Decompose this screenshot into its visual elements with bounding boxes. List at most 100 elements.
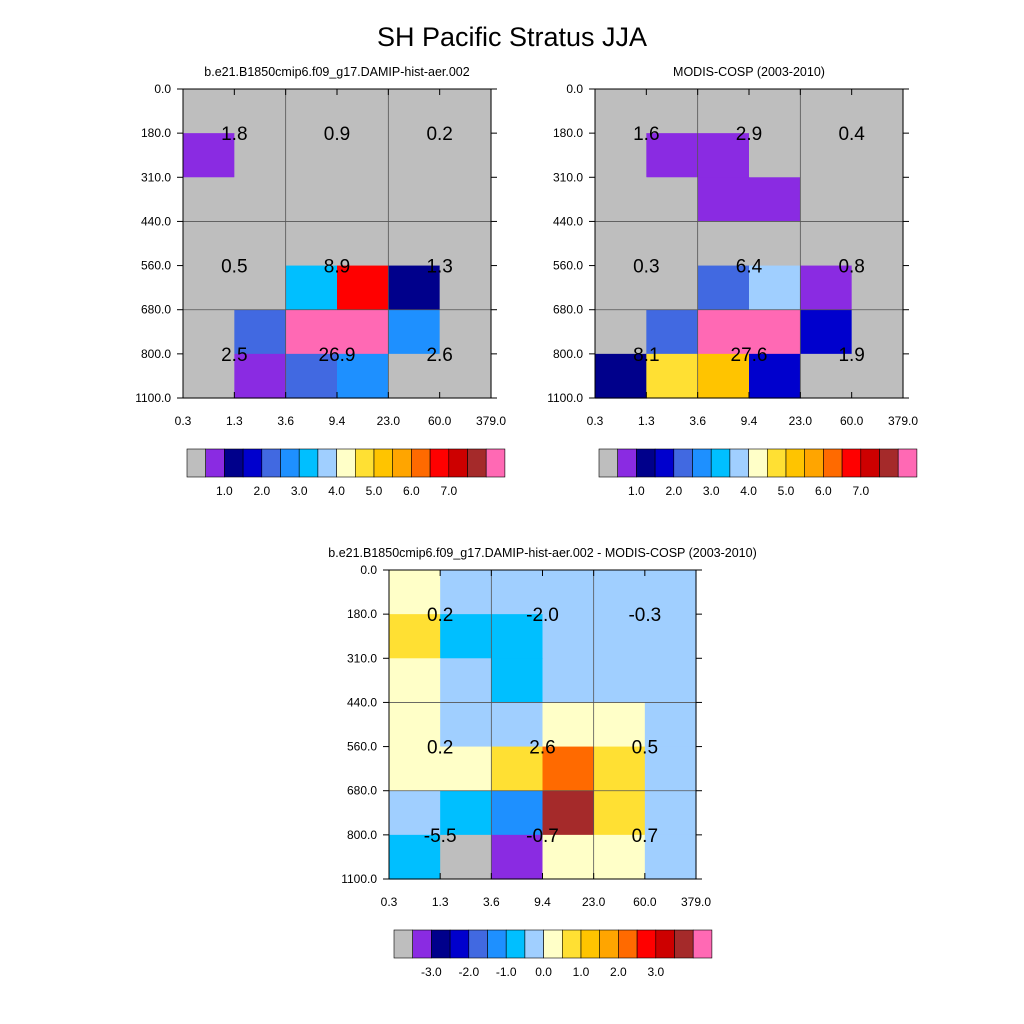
colorbar-swatch [561,929,582,959]
cell-value-label: 0.8 [838,257,864,278]
heatmap-cell [440,746,492,792]
colorbar-swatch [412,929,432,959]
heatmap-cell [491,834,544,880]
cell-value-label: 0.5 [632,738,658,759]
heatmap-cell [389,614,441,659]
colorbar-swatch [636,448,656,478]
heatmap-cell [285,89,338,134]
cell-value-label: 6.4 [736,257,763,278]
colorbar: 1.0 2.0 3.0 4.0 5.0 6.0 7.0 [598,448,918,498]
heatmap-cell [388,353,441,399]
heatmap-cell [389,790,441,836]
colorbar-label: 3.0 [703,484,720,498]
heatmap-cell [440,658,492,704]
heatmap-cell [697,265,750,311]
y-tick-label: 680.0 [553,303,583,317]
heatmap-cell [337,353,389,399]
x-tick-label: 0.3 [381,895,398,909]
heatmap-cell [646,177,699,223]
heatmap-cell [697,221,750,267]
heatmap-cell [749,177,801,223]
heatmap-cell [595,177,647,223]
colorbar-swatch [748,448,768,478]
y-tick-label: 310.0 [553,170,583,184]
y-tick-label: 800.0 [347,828,377,842]
x-tick-label: 9.4 [741,414,758,428]
heatmap-cell [593,790,646,836]
x-tick-label: 23.0 [582,895,606,909]
colorbar-swatch [505,929,526,959]
colorbar-swatch [823,448,843,478]
cell-value-label: 0.2 [427,605,453,626]
colorbar-swatch [205,448,225,478]
heatmap-cell [697,309,750,355]
colorbar-label: 1.0 [628,484,645,498]
colorbar-swatch [729,448,749,478]
colorbar-label: 4.0 [740,484,757,498]
x-tick-label: 0.3 [587,414,604,428]
heatmap-cell [644,702,697,748]
heatmap-cell [439,221,492,267]
figure-title: SH Pacific Stratus JJA [377,22,647,52]
y-tick-label: 0.0 [566,82,583,96]
heatmap-cell [542,746,595,792]
colorbar-swatch [617,448,637,478]
colorbar-swatch [766,448,787,478]
heatmap-cell [595,353,647,399]
x-tick-label: 3.6 [277,414,294,428]
heatmap-cell [595,265,647,311]
heatmap-cell [646,265,699,311]
y-tick-label: 310.0 [347,651,377,665]
heatmap-cell [593,702,646,748]
colorbar-label: 3.0 [647,965,664,979]
y-tick-label: 0.0 [360,563,377,577]
heatmap-cell [439,353,492,399]
colorbar-swatch [692,929,713,959]
heatmap-cell [388,177,441,223]
colorbar-swatch [692,448,712,478]
colorbar-swatch [804,448,824,478]
heatmap-cell [389,746,441,792]
colorbar-label: 2.0 [610,965,627,979]
heatmap-cell [697,133,750,178]
heatmap-cell [337,177,389,223]
heatmap-cell [234,133,287,178]
colorbar-label: -2.0 [458,965,479,979]
heatmap-cell [440,614,492,659]
x-tick-label: 3.6 [483,895,500,909]
heatmap-cell [593,746,646,792]
heatmap-cell [337,309,389,355]
y-tick-label: 1100.0 [135,391,171,405]
heatmap-cell [851,265,904,311]
heatmap-cell [800,89,853,134]
heatmap-cell [542,790,595,836]
cell-value-label: 2.9 [736,124,762,145]
heatmap-cell [440,570,492,615]
colorbar-swatch [543,929,563,959]
y-tick-label: 0.0 [154,82,171,96]
cell-value-label: 0.3 [633,257,659,278]
heatmap-cell [593,614,646,659]
heatmap-cell [542,658,595,704]
heatmap-cell [389,834,441,880]
colorbar-swatch [336,448,356,478]
heatmap-cell [542,614,595,659]
heatmap-cell [644,834,697,880]
heatmap-cell [285,309,338,355]
x-tick-label: 379.0 [888,414,918,428]
heatmap-cell [234,221,287,267]
colorbar-label: 5.0 [366,484,383,498]
y-tick-label: 560.0 [141,259,171,273]
heatmap-cell [593,834,646,880]
cell-value-label: -2.0 [526,605,559,626]
heatmap-cell [285,133,338,178]
heatmap-cell [491,702,544,748]
x-tick-label: 60.0 [428,414,452,428]
colorbar-swatch [485,448,506,478]
colorbar-swatch [710,448,731,478]
heatmap-cell [800,221,853,267]
colorbar-label: 2.0 [253,484,270,498]
colorbar-swatch [261,448,281,478]
heatmap-cell [440,834,492,880]
x-tick-label: 1.3 [432,895,449,909]
